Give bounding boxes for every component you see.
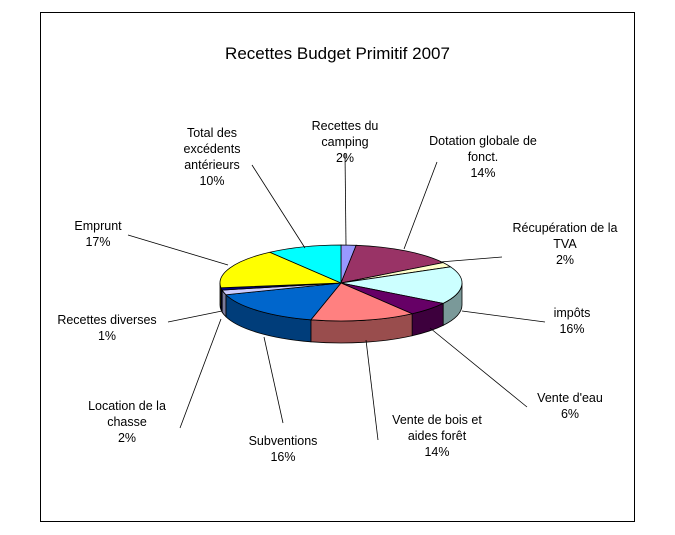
- slice: [268, 244, 342, 284]
- value-label: 2%: [335, 151, 355, 165]
- slice-label: Dotation globale de fonct. 14%: [428, 133, 538, 181]
- slice-label: Vente d'eau 6%: [530, 390, 610, 422]
- slice-label: Subventions 16%: [238, 433, 328, 465]
- category-name: Vente d'eau: [537, 391, 603, 405]
- slice-label: Recettes diverses 1%: [42, 312, 172, 344]
- slice: [219, 251, 342, 289]
- leader-line: [403, 161, 438, 250]
- slice: [340, 244, 445, 284]
- category-name: Dotation globale de fonct.: [429, 134, 537, 164]
- value-label: 14%: [470, 166, 496, 180]
- leader-line: [127, 234, 229, 266]
- value-label: 16%: [559, 322, 585, 336]
- slice: [310, 282, 414, 322]
- category-name: Vente de bois et aides forêt: [392, 413, 482, 443]
- slice: [340, 266, 463, 304]
- slice-label: impôts 16%: [542, 305, 602, 337]
- leader-line: [461, 310, 546, 323]
- slice-label: Recettes du camping 2%: [305, 118, 385, 166]
- category-name: Recettes diverses: [57, 313, 157, 327]
- slice-label: Emprunt 17%: [68, 218, 128, 250]
- leader-line: [179, 318, 222, 429]
- value-label: 10%: [199, 174, 225, 188]
- slice-label: Total des excédents antérieurs 10%: [172, 125, 252, 189]
- value-label: 17%: [85, 235, 111, 249]
- category-name: Total des excédents antérieurs: [183, 126, 241, 172]
- leader-line: [263, 336, 284, 424]
- category-name: Subventions: [248, 434, 318, 448]
- value-label: 14%: [424, 445, 450, 459]
- value-label: 2%: [555, 253, 575, 267]
- category-name: Location de la chasse: [88, 399, 166, 429]
- category-name: impôts: [553, 306, 591, 320]
- leader-line: [251, 164, 306, 249]
- slice-label: Vente de bois et aides forêt 14%: [377, 412, 497, 460]
- value-label: 16%: [270, 450, 296, 464]
- chart-title: Recettes Budget Primitif 2007: [225, 44, 450, 63]
- slice-label: Récupération de la TVA 2%: [508, 220, 623, 268]
- leader-line: [344, 152, 347, 246]
- value-label: 2%: [117, 431, 137, 445]
- category-name: Récupération de la TVA: [512, 221, 618, 251]
- leader-line: [439, 256, 503, 263]
- leader-line: [365, 339, 379, 441]
- leader-line: [167, 310, 223, 323]
- category-name: Emprunt: [74, 219, 122, 233]
- slice-label: Location de la chasse 2%: [80, 398, 175, 446]
- category-name: Recettes du camping: [311, 119, 379, 149]
- value-label: 6%: [560, 407, 580, 421]
- value-label: 1%: [97, 329, 117, 343]
- leader-line: [429, 327, 528, 408]
- chart-frame: [40, 12, 635, 522]
